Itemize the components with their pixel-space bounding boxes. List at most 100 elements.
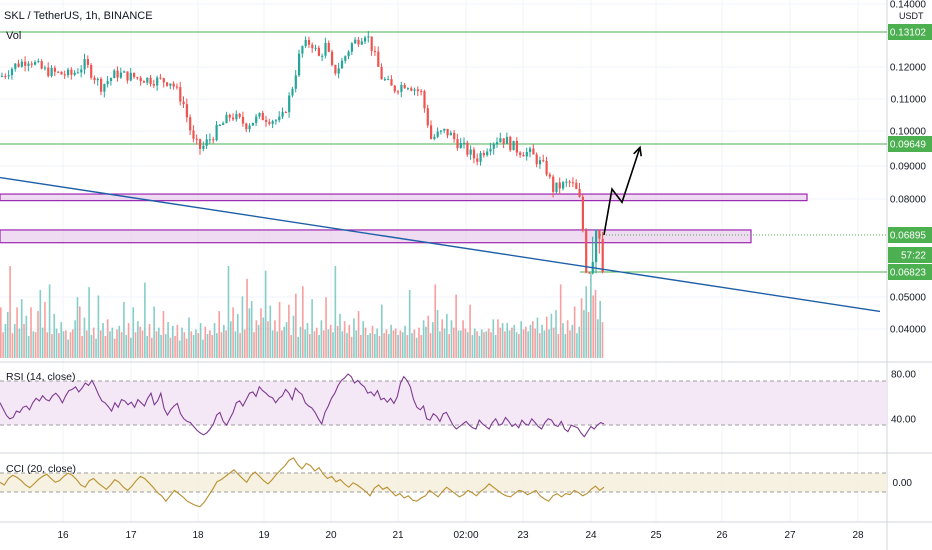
volume-bar-153 <box>355 330 358 358</box>
candle-body-172 <box>568 181 571 183</box>
rsi-line <box>0 373 605 438</box>
volume-bar-156 <box>362 321 365 358</box>
volume-bar-5 <box>11 333 14 358</box>
candle-body-79 <box>261 112 264 121</box>
volume-bar-119 <box>276 331 279 358</box>
volume-bar-197 <box>457 330 460 358</box>
volume-bar-212 <box>492 319 495 358</box>
y-tick-4: 0.09000 <box>890 162 927 173</box>
volume-bar-211 <box>490 332 492 358</box>
volume-bar-68 <box>157 327 160 358</box>
candle-body-34 <box>113 70 116 79</box>
candle-body-60 <box>199 139 202 149</box>
candle-body-41 <box>136 77 139 79</box>
y-tick-5: 0.08000 <box>890 195 927 206</box>
volume-bar-12 <box>27 335 30 358</box>
y-tick-6: 0.05000 <box>890 293 927 304</box>
rsi-band <box>0 380 887 426</box>
candle-body-109 <box>360 41 363 45</box>
volume-bar-48 <box>111 327 114 358</box>
candle-body-116 <box>383 79 386 81</box>
volume-bar-126 <box>292 315 295 358</box>
volume-bar-150 <box>348 324 351 358</box>
candle-body-131 <box>433 136 436 139</box>
candle-body-87 <box>288 95 291 113</box>
volume-bar-91 <box>211 335 214 358</box>
candle-body-89 <box>294 75 297 89</box>
candle-body-125 <box>413 89 416 91</box>
price-label-box-1 <box>888 136 932 152</box>
candle-body-137 <box>453 132 456 140</box>
volume-bar-181 <box>420 335 423 358</box>
candle-body-24 <box>80 69 83 73</box>
volume-bar-37 <box>85 330 88 358</box>
volume-bar-193 <box>448 334 450 358</box>
candle-body-128 <box>423 91 426 109</box>
candle-body-126 <box>416 89 419 91</box>
candle-body-25 <box>83 59 86 70</box>
candle-body-161 <box>532 148 535 155</box>
volume-bar-168 <box>390 324 392 358</box>
volume-bar-96 <box>223 324 225 358</box>
volume-bar-242 <box>562 323 564 358</box>
volume-bar-170 <box>394 328 397 358</box>
volume-bar-83 <box>192 335 195 358</box>
candle-body-142 <box>469 149 472 155</box>
candle-body-63 <box>208 139 212 141</box>
volume-bar-147 <box>341 331 344 358</box>
price-axis[interactable]: 0.14000 0.12000 0.11000 0.10000 0.09000 0.080… <box>888 0 932 489</box>
time-axis[interactable]: 16 17 18 19 20 21 02:00 23 24 25 26 27 28 <box>57 530 864 541</box>
candle-body-54 <box>179 87 182 102</box>
candle-body-113 <box>373 51 377 53</box>
candle-body-165 <box>545 160 548 175</box>
volume-bar-173 <box>401 332 404 358</box>
price-label-2: 0.06895 <box>890 231 927 242</box>
volume-bar-205 <box>476 331 478 358</box>
volume-bar-188 <box>436 310 439 358</box>
volume-bar-14 <box>32 331 35 358</box>
volume-bar-13 <box>30 307 32 358</box>
volume-bar-100 <box>232 307 234 358</box>
projection-path[interactable] <box>603 145 642 235</box>
candle-body-38 <box>126 71 129 81</box>
volume-bar-43 <box>99 330 102 358</box>
volume-bar-58 <box>134 332 137 358</box>
zone-box-0 <box>0 193 808 202</box>
volume-bar-63 <box>146 335 148 358</box>
candle-body-96 <box>317 47 320 56</box>
candle-body-138 <box>456 139 459 149</box>
volume-bar-239 <box>555 310 557 358</box>
volume-bar-56 <box>130 337 132 358</box>
volume-bar-177 <box>411 333 413 358</box>
candle-body-80 <box>265 120 268 122</box>
volume-bar-8 <box>18 328 21 358</box>
horizontal-levels[interactable] <box>0 31 887 273</box>
candle-body-112 <box>370 36 373 52</box>
candle-body-157 <box>519 152 522 155</box>
candle-body-4 <box>14 63 17 69</box>
price-label-1: 0.09649 <box>890 140 927 151</box>
volume-bar-19 <box>44 301 46 358</box>
volume-bar-50 <box>116 329 118 358</box>
candle-body-145 <box>479 153 482 162</box>
trendline[interactable] <box>0 176 881 313</box>
volume-bar-112 <box>260 308 262 358</box>
volume-bar-17 <box>39 289 42 358</box>
volume-bar-113 <box>262 317 265 358</box>
volume-bar-232 <box>538 333 541 358</box>
volume-bar-81 <box>188 317 190 358</box>
y-tick-3: 0.10000 <box>890 127 927 138</box>
candle-body-44 <box>146 77 149 83</box>
candle-body-163 <box>538 160 542 165</box>
volume-bar-201 <box>466 332 469 358</box>
support-zones[interactable] <box>0 193 808 244</box>
price-label-0: 0.13102 <box>890 28 927 39</box>
candle-body-36 <box>119 72 122 78</box>
volume-bar-115 <box>267 321 269 358</box>
candle-body-168 <box>555 182 558 192</box>
volume-bar-40 <box>92 327 95 358</box>
candle-body-118 <box>390 79 393 86</box>
volume-bar-109 <box>253 332 255 358</box>
volume-bar-208 <box>483 332 485 358</box>
